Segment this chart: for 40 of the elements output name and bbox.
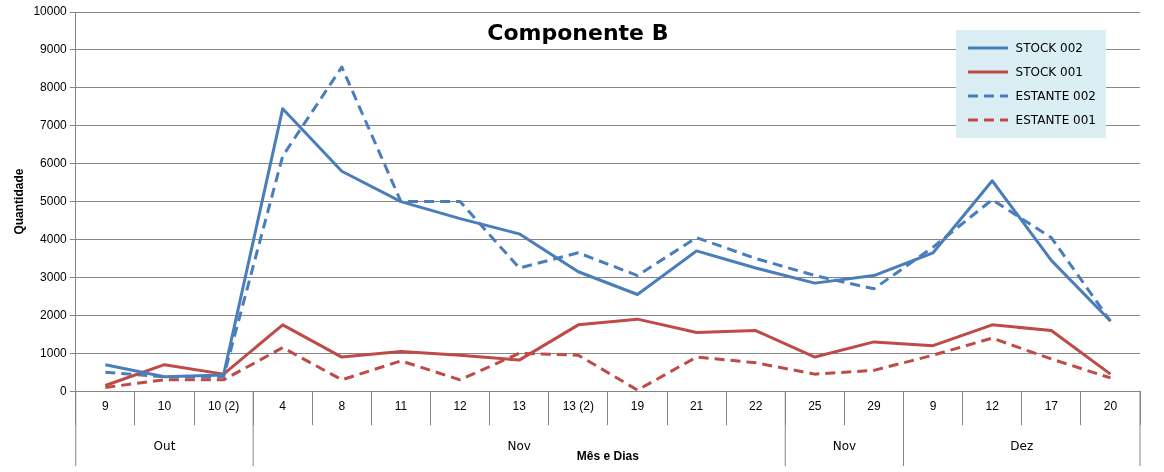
text: Out [153,439,176,454]
y-tick-label: 8000 [40,80,68,95]
x-tick-label: 11 [394,398,408,413]
y-tick-label: 5000 [40,193,68,208]
text: Dez [1010,439,1034,454]
x-tick-label: 21 [689,398,704,413]
y-tick-label: 3000 [40,269,68,284]
x-tick-label: 20 [1103,398,1118,413]
x-tick-label: 29 [867,398,881,413]
x-tick-label: 13 (2) [562,398,594,413]
x-tick-label: 25 [808,398,822,413]
x-tick-label: 10 (2) [207,398,240,413]
text: Nov [507,439,531,454]
y-tick-label: 7000 [40,118,68,133]
x-tick-label: 8 [338,398,346,413]
legend-label: STOCK 002 [1015,41,1083,55]
y-tick-label: 6000 [40,155,68,170]
x-tick-label: 13 [512,398,527,413]
x-tick-label: 9 [929,398,937,413]
y-tick-label: 9000 [40,42,68,57]
y-tick-label: 4000 [40,231,68,246]
x-tick-label: 17 [1044,398,1059,413]
x-tick-label: 4 [279,398,287,413]
text: Nov [832,439,857,454]
legend-label: ESTANTE 002 [1015,89,1096,103]
legend-label: ESTANTE 001 [1015,113,1096,127]
x-tick-label: 19 [630,398,645,413]
y-tick-label: 2000 [40,307,68,322]
x-tick-label: 12 [453,398,468,413]
x-axis-title: Mês e Dias [576,449,640,464]
y-axis-title: Quantidade [11,168,26,235]
y-tick-label: 0 [60,383,68,398]
legend-label: STOCK 001 [1015,65,1083,79]
y-tick-label: 1000 [40,345,68,360]
y-tick-label: 10000 [33,4,68,19]
chart-title: Componente B [487,19,669,45]
x-tick-label: 22 [749,398,763,413]
x-tick-label: 10 [157,398,172,413]
x-tick-label: 12 [985,398,1000,413]
x-tick-label: 9 [101,398,109,413]
